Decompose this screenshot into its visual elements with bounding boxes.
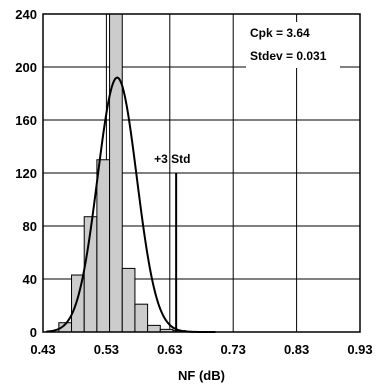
histogram-bar bbox=[147, 324, 161, 333]
x-tick-label: 0.53 bbox=[94, 342, 119, 357]
x-axis-label: NF (dB) bbox=[178, 368, 225, 383]
x-tick-label: 0.63 bbox=[157, 342, 182, 357]
y-axis-ticks: 0 40 80 120 160 200 240 bbox=[15, 7, 37, 340]
x-tick-label: 0.83 bbox=[284, 342, 309, 357]
stats-annotation-box bbox=[246, 22, 340, 68]
x-tick-label: 0.73 bbox=[221, 342, 246, 357]
y-tick-label: 200 bbox=[15, 60, 37, 75]
y-tick-label: 80 bbox=[23, 219, 37, 234]
histogram-bar bbox=[121, 267, 136, 333]
x-axis-ticks: 0.43 0.53 0.63 0.73 0.83 0.93 bbox=[30, 342, 372, 357]
histogram-bars bbox=[58, 13, 187, 333]
histogram-bar bbox=[109, 13, 123, 333]
histogram-bar bbox=[134, 303, 149, 333]
x-tick-label: 0.93 bbox=[347, 342, 372, 357]
cpk-annotation: Cpk = 3.64 bbox=[250, 26, 310, 40]
plot-frame bbox=[42, 13, 361, 333]
plus-3-std-label: +3 Std bbox=[154, 152, 190, 166]
y-tick-label: 160 bbox=[15, 113, 37, 128]
stdev-annotation: Stdev = 0.031 bbox=[250, 49, 327, 63]
y-tick-label: 0 bbox=[30, 325, 37, 340]
x-tick-label: 0.43 bbox=[30, 342, 55, 357]
y-tick-label: 120 bbox=[15, 166, 37, 181]
y-tick-label: 240 bbox=[15, 7, 37, 22]
y-tick-label: 40 bbox=[23, 272, 37, 287]
histogram-bar bbox=[96, 159, 111, 333]
